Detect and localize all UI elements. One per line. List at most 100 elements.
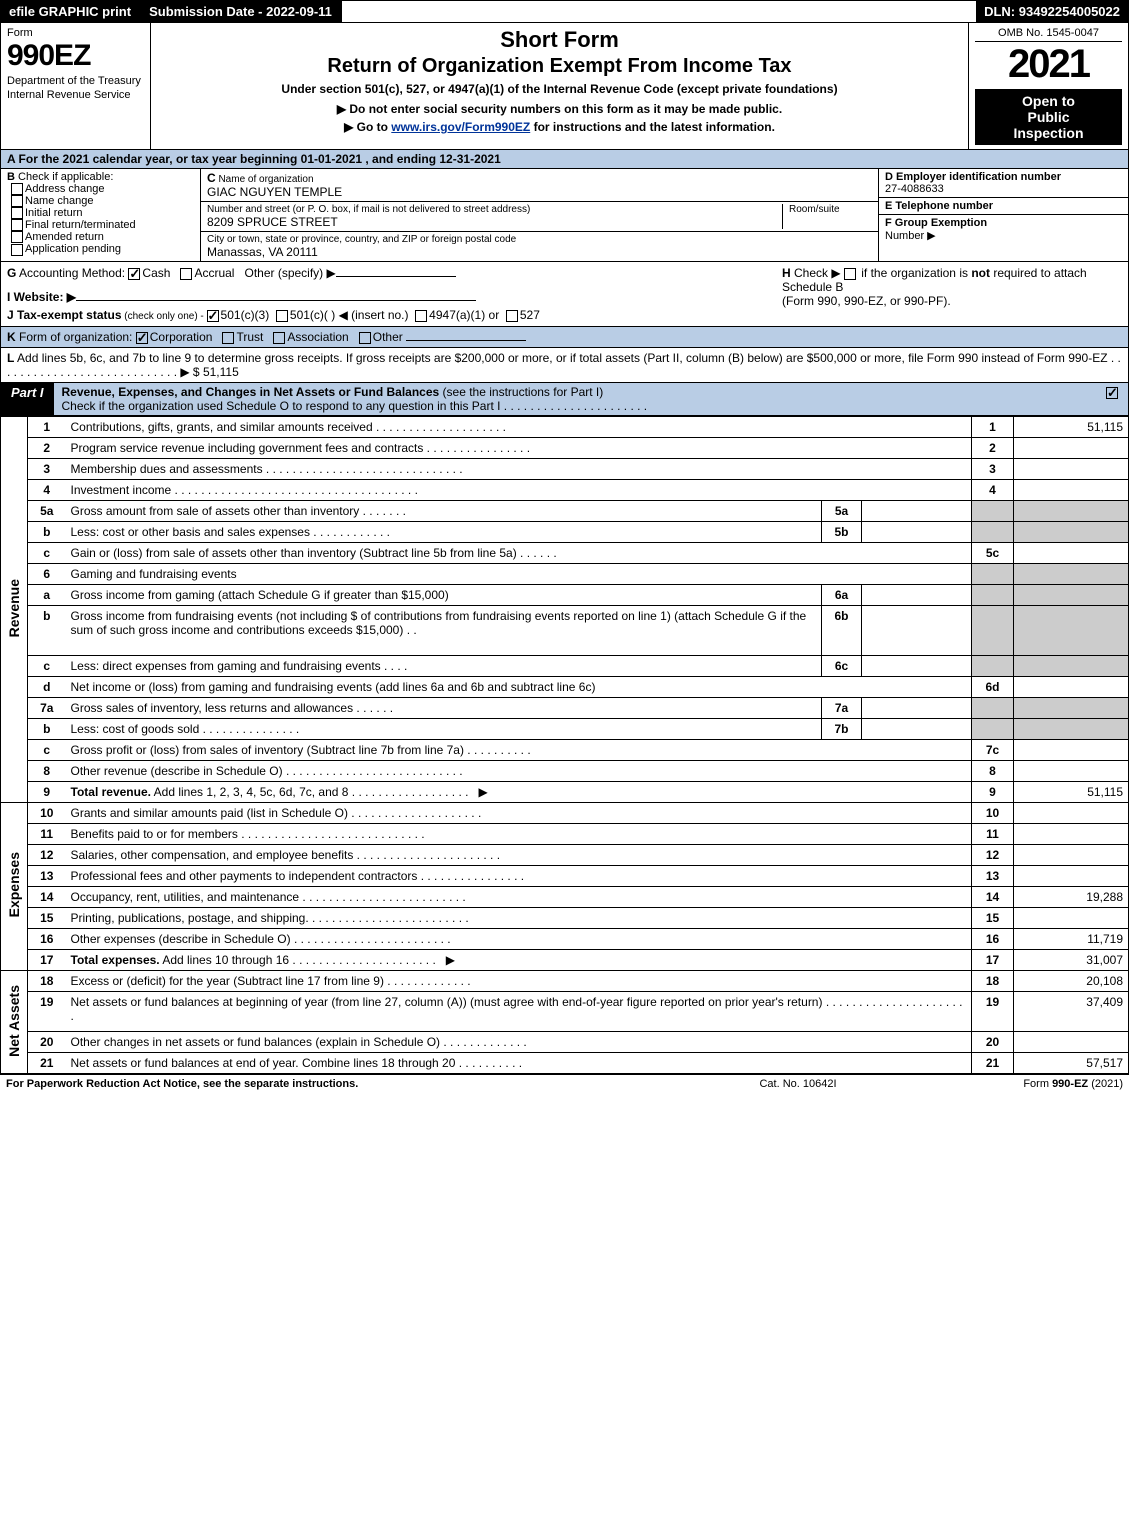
chk-schedule-o[interactable] [1106,387,1118,399]
table-row: Net Assets18Excess or (deficit) for the … [1,971,1129,992]
line-amount [1014,740,1129,761]
table-row: cGross profit or (loss) from sales of in… [1,740,1129,761]
section-tab-rev: Revenue [1,417,28,803]
line-number: 6 [28,564,66,585]
table-row: dNet income or (loss) from gaming and fu… [1,677,1129,698]
chk-cash[interactable] [128,268,140,280]
line-desc: Less: direct expenses from gaming and fu… [66,656,822,677]
dln-label: DLN: [984,4,1019,19]
accrual-text: Accrual [194,266,234,280]
b-label: B [7,171,15,183]
table-row: 13Professional fees and other payments t… [1,866,1129,887]
line-desc: Professional fees and other payments to … [66,866,972,887]
sub-amount [862,656,972,677]
line-ref-grey [972,719,1014,740]
line-number: a [28,585,66,606]
table-row: cLess: direct expenses from gaming and f… [1,656,1129,677]
checkbox-icon [11,207,23,219]
line-number: 3 [28,459,66,480]
part-sub-text: (see the instructions for Part I) [443,385,604,399]
opt4-text: Final return/terminated [25,219,136,231]
table-row: 17Total expenses. Add lines 10 through 1… [1,950,1129,971]
dept-irs: Internal Revenue Service [7,89,144,101]
chk-4947[interactable] [415,310,427,322]
chk-name-change[interactable]: Name change [11,195,194,207]
table-row: 6Gaming and fundraising events [1,564,1129,585]
chk-527[interactable] [506,310,518,322]
line-desc: Printing, publications, postage, and shi… [66,908,972,929]
sub-line-number: 5a [822,501,862,522]
chk-501c[interactable] [276,310,288,322]
submission-date: Submission Date - 2022-09-11 [139,1,342,22]
form-number: 990EZ [7,39,144,73]
chk-other-org[interactable] [359,332,371,344]
line-ref: 20 [972,1032,1014,1053]
irs-link-text: www.irs.gov/Form990EZ [391,120,530,134]
row-a-tax-year: A For the 2021 calendar year, or tax yea… [0,150,1129,169]
opt6-text: Application pending [25,243,121,255]
part-check-text: Check if the organization used Schedule … [62,399,648,413]
row-i: I Website: ▶ [7,290,772,304]
table-row: 15Printing, publications, postage, and s… [1,908,1129,929]
cash-text: Cash [142,266,170,280]
chk-501c3[interactable] [207,310,219,322]
org-city: Manassas, VA 20111 [207,245,872,259]
table-row: cGain or (loss) from sale of assets othe… [1,543,1129,564]
chk-association[interactable] [273,332,285,344]
footer-right: Form 990-EZ (2021) [923,1078,1123,1090]
line-ref: 13 [972,866,1014,887]
chk-final-return[interactable]: Final return/terminated [11,219,194,231]
dept-treasury: Department of the Treasury [7,75,144,87]
j-o2: 501(c)( ) ◀ (insert no.) [290,308,409,322]
line-amount: 19,288 [1014,887,1129,908]
addr-label: Number and street (or P. O. box, if mail… [207,204,782,215]
line-ref: 10 [972,803,1014,824]
sub-line-number: 6c [822,656,862,677]
part-title-text: Revenue, Expenses, and Changes in Net As… [62,385,443,399]
chk-trust[interactable] [222,332,234,344]
irs-link[interactable]: www.irs.gov/Form990EZ [391,120,530,134]
chk-application-pending[interactable]: Application pending [11,243,194,255]
form-header: Form 990EZ Department of the Treasury In… [0,23,1129,150]
line-ref: 8 [972,761,1014,782]
line-number: 16 [28,929,66,950]
chk-initial-return[interactable]: Initial return [11,207,194,219]
sub-amount [862,585,972,606]
table-row: 21Net assets or fund balances at end of … [1,1053,1129,1074]
form-title-2: Return of Organization Exempt From Incom… [157,55,962,78]
section-b: B Check if applicable: Address change Na… [1,169,201,261]
line-desc: Gain or (loss) from sale of assets other… [66,543,972,564]
line-desc: Investment income . . . . . . . . . . . … [66,480,972,501]
footer-mid: Cat. No. 10642I [673,1078,923,1090]
h-label: H [782,266,791,280]
line-amount: 11,719 [1014,929,1129,950]
line-amount: 57,517 [1014,1053,1129,1074]
chk-amended-return[interactable]: Amended return [11,231,194,243]
chk-accrual[interactable] [180,268,192,280]
line-amount [1014,866,1129,887]
table-row: 2Program service revenue including gover… [1,438,1129,459]
j-label: J Tax-exempt status [7,308,122,322]
line-desc: Membership dues and assessments . . . . … [66,459,972,480]
amount-grey [1014,501,1129,522]
line-desc: Net assets or fund balances at end of ye… [66,1053,972,1074]
table-row: 16Other expenses (describe in Schedule O… [1,929,1129,950]
table-row: bGross income from fundraising events (n… [1,606,1129,656]
f-label: F Group Exemption [885,217,987,229]
chk-h[interactable] [844,268,856,280]
line-number: b [28,606,66,656]
chk-corporation[interactable] [136,332,148,344]
opt2-text: Name change [25,195,94,207]
opt3-text: Initial return [25,207,82,219]
amount-grey [1014,656,1129,677]
amount-grey [1014,719,1129,740]
line-amount [1014,1032,1129,1053]
line-desc: Gross income from fundraising events (no… [66,606,822,656]
chk-address-change[interactable]: Address change [11,183,194,195]
line-amount [1014,677,1129,698]
line-desc: Contributions, gifts, grants, and simila… [66,417,972,438]
amount-grey [1014,698,1129,719]
line-desc: Other expenses (describe in Schedule O) … [66,929,972,950]
efile-print-label[interactable]: efile GRAPHIC print [1,1,139,22]
line-number: d [28,677,66,698]
